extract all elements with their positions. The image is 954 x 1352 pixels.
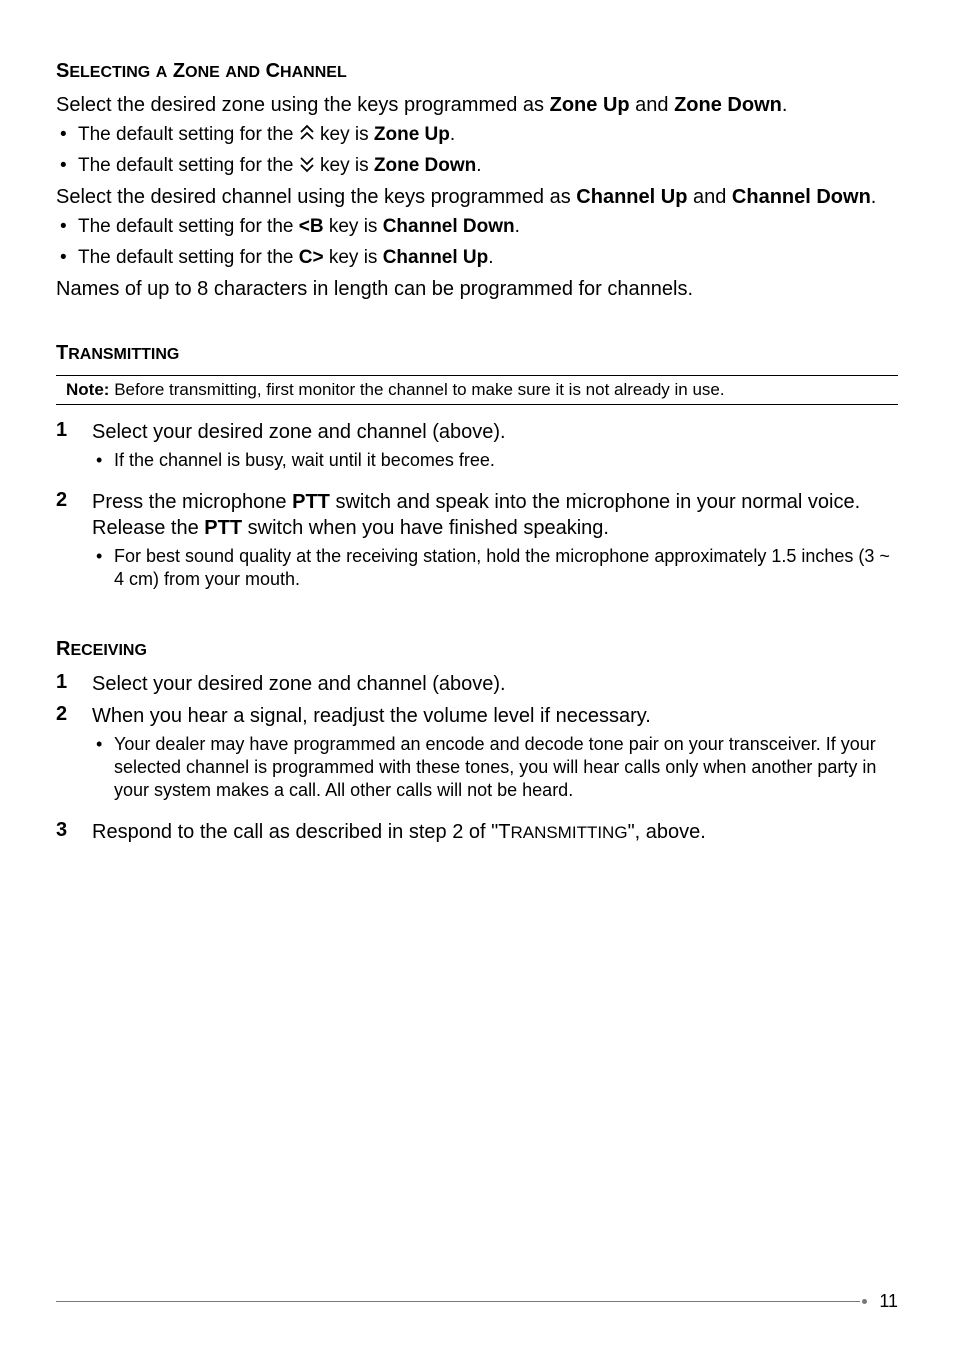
footer-dot <box>862 1299 867 1304</box>
step-number: 2 <box>56 703 92 813</box>
step-sub-item: If the channel is busy, wait until it be… <box>114 449 898 472</box>
step-item: 2Press the microphone PTT switch and spe… <box>56 489 898 602</box>
recv-steps: 1Select your desired zone and channel (a… <box>56 671 898 845</box>
step-sub-list: For best sound quality at the receiving … <box>92 545 898 592</box>
zone-bullets-2: The default setting for the <B key is Ch… <box>56 214 898 271</box>
step-number: 2 <box>56 489 92 602</box>
step-number: 1 <box>56 671 92 697</box>
page-number: 11 <box>879 1291 898 1312</box>
zone-p3: Names of up to 8 characters in length ca… <box>56 277 898 302</box>
page-footer: 11 <box>56 1291 898 1312</box>
step-item: 3Respond to the call as described in ste… <box>56 819 898 845</box>
step-sub-item: Your dealer may have programmed an encod… <box>114 733 898 803</box>
step-sub-list: If the channel is busy, wait until it be… <box>92 449 898 472</box>
step-sub-list: Your dealer may have programmed an encod… <box>92 733 898 803</box>
note-text: Before transmitting, first monitor the c… <box>114 380 724 399</box>
step-item: 1Select your desired zone and channel (a… <box>56 671 898 697</box>
step-body: Select your desired zone and channel (ab… <box>92 419 898 482</box>
zone-p2: Select the desired channel using the key… <box>56 185 898 210</box>
heading-zone: SELECTING A ZONE AND CHANNEL <box>56 60 898 83</box>
zone-b3: The default setting for the <B key is Ch… <box>78 214 898 241</box>
note-box: Note: Before transmitting, first monitor… <box>56 375 898 405</box>
trans-steps: 1Select your desired zone and channel (a… <box>56 419 898 601</box>
step-body: Press the microphone PTT switch and spea… <box>92 489 898 602</box>
step-body: Respond to the call as described in step… <box>92 819 898 845</box>
step-number: 1 <box>56 419 92 482</box>
zone-b2: The default setting for the key is Zone … <box>78 153 898 180</box>
note-label: Note: <box>66 380 109 399</box>
heading-transmitting: TRANSMITTING <box>56 342 898 365</box>
zone-bullets-1: The default setting for the key is Zone … <box>56 122 898 179</box>
step-body: Select your desired zone and channel (ab… <box>92 671 898 697</box>
zone-b1: The default setting for the key is Zone … <box>78 122 898 149</box>
step-number: 3 <box>56 819 92 845</box>
step-item: 1Select your desired zone and channel (a… <box>56 419 898 482</box>
footer-rule <box>56 1301 860 1302</box>
zone-p1: Select the desired zone using the keys p… <box>56 93 898 118</box>
step-item: 2When you hear a signal, readjust the vo… <box>56 703 898 813</box>
step-body: When you hear a signal, readjust the vol… <box>92 703 898 813</box>
step-sub-item: For best sound quality at the receiving … <box>114 545 898 592</box>
heading-receiving: RECEIVING <box>56 638 898 661</box>
zone-b4: The default setting for the C> key is Ch… <box>78 245 898 272</box>
